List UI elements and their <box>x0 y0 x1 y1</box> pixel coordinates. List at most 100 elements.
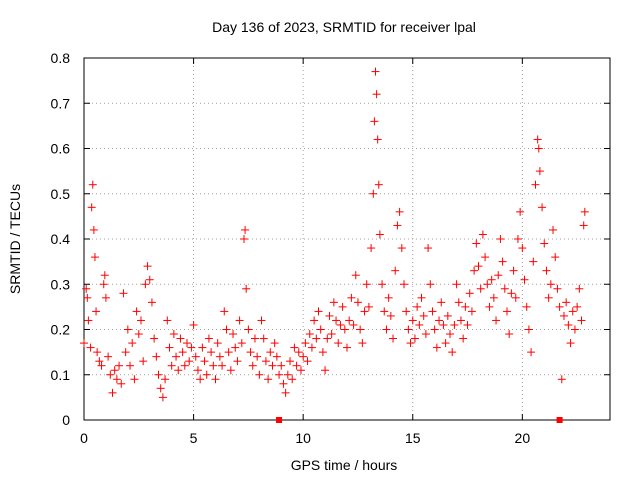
data-point <box>492 316 501 325</box>
data-point <box>467 307 476 316</box>
data-point <box>518 244 527 253</box>
data-point <box>224 348 233 357</box>
data-point <box>478 230 487 239</box>
y-tick-labels: 0 0.1 0.2 0.3 0.4 0.5 0.6 0.7 0.8 <box>51 50 71 428</box>
data-point <box>169 330 178 339</box>
data-point <box>520 275 529 284</box>
y-tick-label: 0.2 <box>51 322 71 338</box>
data-point <box>559 311 568 320</box>
data-point <box>193 366 202 375</box>
data-point <box>196 375 205 384</box>
data-point <box>279 379 288 388</box>
data-point <box>174 366 183 375</box>
data-point <box>334 339 343 348</box>
data-point <box>185 357 194 366</box>
data-point <box>82 284 91 293</box>
data-point <box>505 330 514 339</box>
data-point <box>143 262 152 271</box>
data-point <box>369 189 378 198</box>
data-point <box>318 348 327 357</box>
x-axis-label: GPS time / hours <box>291 457 398 473</box>
data-point <box>531 180 540 189</box>
data-point <box>538 203 547 212</box>
data-point <box>209 361 218 370</box>
data-point <box>286 357 295 366</box>
data-point <box>299 352 308 361</box>
x-tick-label: 5 <box>190 430 198 446</box>
data-point <box>126 361 135 370</box>
y-tick-label: 0.1 <box>51 367 71 383</box>
data-point <box>244 325 253 334</box>
data-point <box>336 320 345 329</box>
data-point <box>275 370 284 379</box>
data-point <box>220 307 229 316</box>
y-tick-label: 0.6 <box>51 141 71 157</box>
data-point <box>358 339 367 348</box>
data-point <box>207 348 216 357</box>
data-point <box>152 352 161 361</box>
data-point <box>288 375 297 384</box>
data-point <box>134 330 143 339</box>
data-point <box>338 302 347 311</box>
data-point <box>362 280 371 289</box>
data-point <box>435 316 444 325</box>
data-point <box>380 307 389 316</box>
data-point <box>115 361 124 370</box>
data-points <box>80 67 589 402</box>
data-point <box>136 316 145 325</box>
data-point <box>281 388 290 397</box>
data-point <box>99 280 108 289</box>
data-point <box>180 361 189 370</box>
data-point <box>507 289 516 298</box>
data-point <box>577 316 586 325</box>
data-point <box>183 339 192 348</box>
data-point <box>408 316 417 325</box>
data-point <box>579 221 588 230</box>
data-point <box>161 375 170 384</box>
data-point <box>132 307 141 316</box>
data-point <box>323 334 332 343</box>
data-point <box>417 293 426 302</box>
data-point <box>441 339 450 348</box>
data-point <box>86 343 95 352</box>
data-point <box>562 298 571 307</box>
data-point <box>340 325 349 334</box>
data-point <box>145 275 154 284</box>
data-point <box>502 307 511 316</box>
data-point <box>533 135 542 144</box>
data-point <box>452 280 461 289</box>
data-point <box>165 343 174 352</box>
data-point <box>575 284 584 293</box>
data-point <box>465 289 474 298</box>
data-point <box>154 370 163 379</box>
data-point <box>231 343 240 352</box>
data-point <box>384 293 393 302</box>
data-point <box>535 167 544 176</box>
data-point <box>239 235 248 243</box>
y-tick-label: 0.7 <box>51 95 71 111</box>
data-point <box>202 370 211 379</box>
data-point <box>172 352 181 361</box>
y-tick-label: 0.3 <box>51 276 71 292</box>
data-point <box>218 361 227 370</box>
data-point <box>378 280 387 289</box>
data-point <box>349 320 358 329</box>
data-point <box>104 352 113 361</box>
data-point <box>268 361 277 370</box>
data-point <box>305 330 314 339</box>
data-point <box>351 271 360 280</box>
data-point <box>524 325 533 334</box>
data-point <box>389 334 398 343</box>
data-point <box>432 343 441 352</box>
data-point <box>266 348 275 357</box>
data-point <box>97 361 106 370</box>
data-point <box>513 235 522 243</box>
data-point <box>347 293 356 302</box>
data-point <box>399 280 408 289</box>
data-point <box>540 239 549 248</box>
chart-title: Day 136 of 2023, SRMTID for receiver lpa… <box>212 19 476 35</box>
data-point <box>498 257 507 266</box>
data-point <box>312 334 321 343</box>
data-point <box>187 343 196 352</box>
data-point <box>204 334 213 343</box>
